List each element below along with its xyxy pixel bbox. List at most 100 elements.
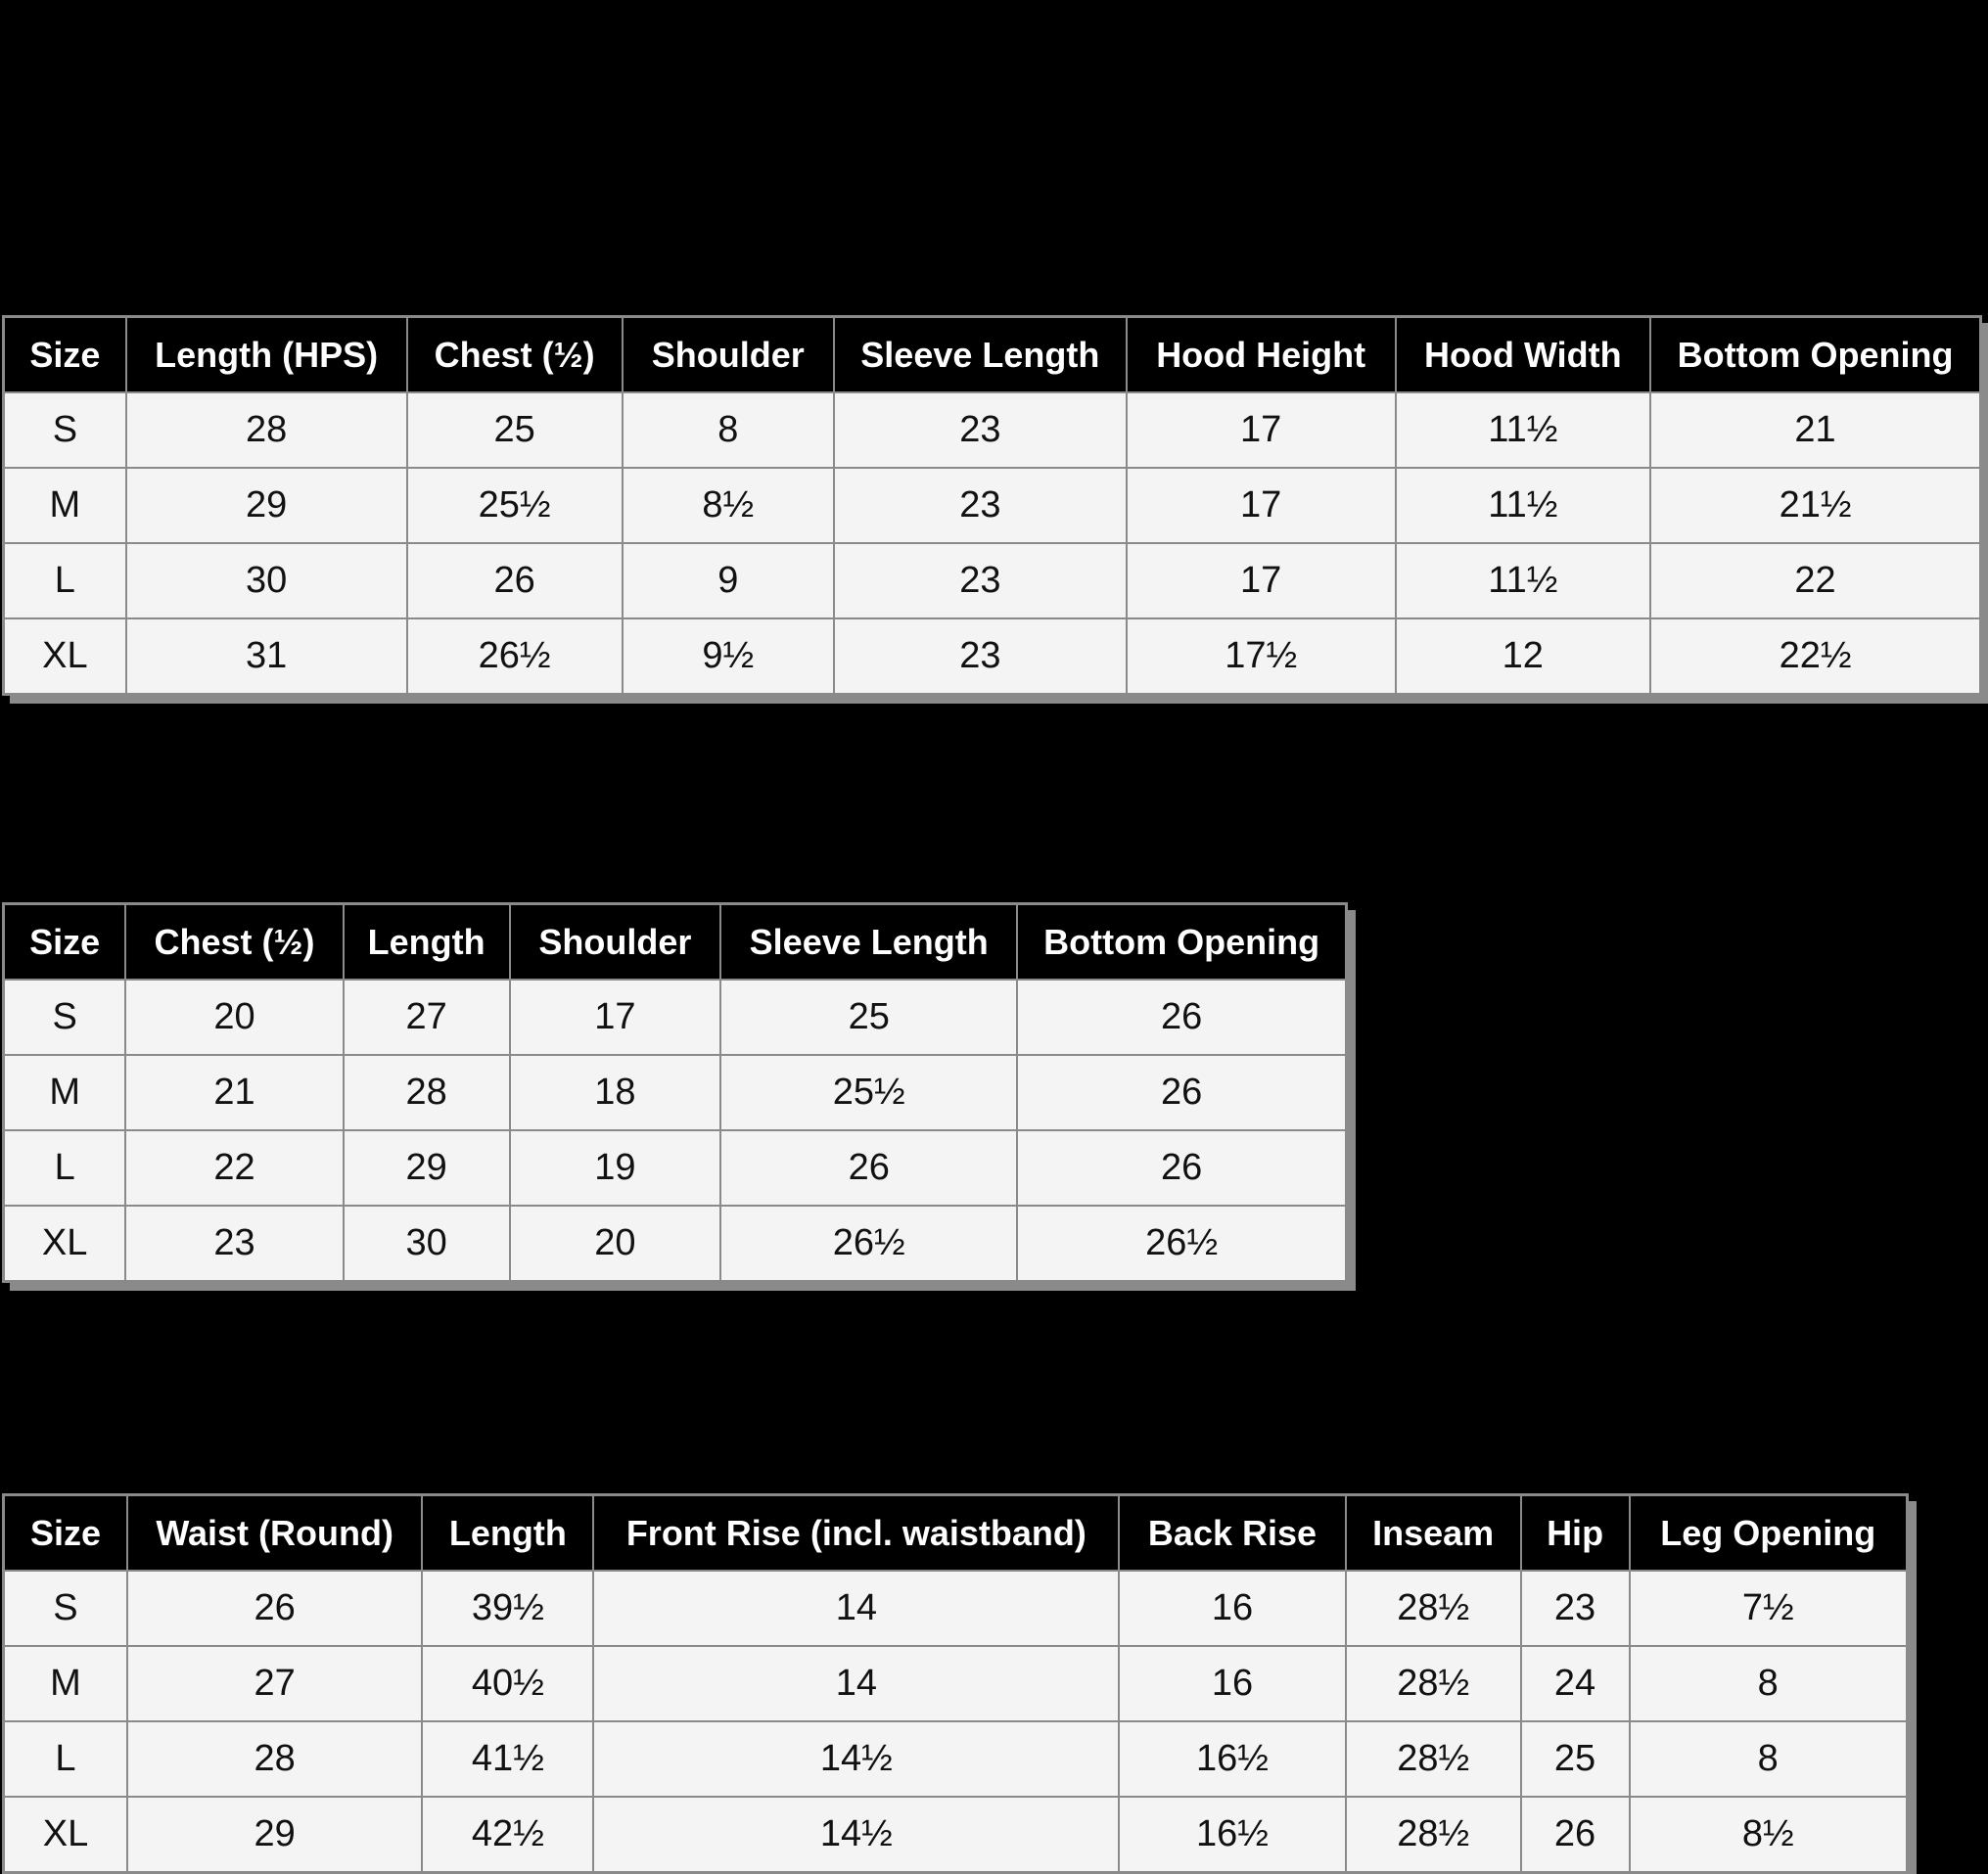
measurement-cell: 31 <box>124 617 408 696</box>
table-row: XL 31 26½ 9½ 23 17½ 12 22½ <box>2 617 1982 696</box>
size-table-hooded-top: Size Length (HPS) Chest (½) Shoulder Sleeve … <box>2 315 1982 696</box>
measurement-cell: 16 <box>1118 1570 1347 1647</box>
measurement-cell: 18 <box>508 1054 722 1131</box>
column-header: Back Rise <box>1118 1493 1347 1572</box>
column-header: Shoulder <box>508 902 722 981</box>
measurement-cell: 28½ <box>1344 1570 1522 1647</box>
size-label-cell: L <box>2 1720 128 1798</box>
measurement-cell: 28 <box>125 1720 424 1798</box>
column-header: Sleeve Length <box>719 902 1019 981</box>
size-chart-pants: Size Waist (Round) Length Front Rise (incl.… <box>2 1493 1909 1874</box>
size-label-cell: M <box>2 467 127 544</box>
table-row: M 21 28 18 25½ 26 <box>2 1054 1348 1131</box>
measurement-cell: 17½ <box>1125 617 1397 696</box>
measurement-cell: 28 <box>124 391 408 469</box>
size-label-cell: S <box>2 979 127 1056</box>
measurement-cell: 16 <box>1118 1645 1347 1722</box>
measurement-cell: 26 <box>405 542 624 619</box>
size-label-cell: XL <box>2 1205 127 1283</box>
column-header: Front Rise (incl. waistband) <box>592 1493 1121 1572</box>
column-header: Shoulder <box>621 315 835 393</box>
measurement-cell: 14½ <box>592 1720 1121 1798</box>
measurement-cell: 20 <box>124 979 345 1056</box>
measurement-cell: 22 <box>1649 542 1982 619</box>
measurement-cell: 17 <box>1125 391 1397 469</box>
size-label-cell: M <box>2 1645 128 1722</box>
column-header: Sleeve Length <box>832 315 1128 393</box>
measurement-cell: 26½ <box>1016 1205 1348 1283</box>
measurement-cell: 7½ <box>1628 1570 1909 1647</box>
measurement-cell: 25 <box>405 391 624 469</box>
measurement-cell: 23 <box>832 542 1128 619</box>
measurement-cell: 11½ <box>1394 542 1652 619</box>
column-header: Length <box>342 902 511 981</box>
size-table-top: Size Chest (½) Length Shoulder Sleeve Length… <box>2 902 1348 1283</box>
column-header: Length <box>421 1493 595 1572</box>
size-label-cell: L <box>2 1129 127 1207</box>
table-row: L 28 41½ 14½ 16½ 28½ 25 8 <box>2 1720 1909 1798</box>
measurement-cell: 14 <box>592 1645 1121 1722</box>
measurement-cell: 28½ <box>1344 1796 1522 1874</box>
measurement-cell: 29 <box>125 1796 424 1874</box>
header-row: Size Waist (Round) Length Front Rise (incl.… <box>2 1493 1909 1572</box>
size-label-cell: L <box>2 542 127 619</box>
column-header: Length (HPS) <box>124 315 408 393</box>
header-row: Size Chest (½) Length Shoulder Sleeve Length… <box>2 902 1348 981</box>
column-header: Hood Width <box>1394 315 1652 393</box>
header-row: Size Length (HPS) Chest (½) Shoulder Sleeve … <box>2 315 1982 393</box>
measurement-cell: 28½ <box>1344 1720 1522 1798</box>
column-header: Size <box>2 1493 128 1572</box>
measurement-cell: 26 <box>1519 1796 1631 1874</box>
size-chart-hooded-top: Size Length (HPS) Chest (½) Shoulder Sleeve … <box>2 315 1982 696</box>
measurement-cell: 21 <box>124 1054 345 1131</box>
measurement-cell: 29 <box>342 1129 511 1207</box>
column-header: Bottom Opening <box>1016 902 1348 981</box>
measurement-cell: 16½ <box>1118 1720 1347 1798</box>
measurement-cell: 8 <box>621 391 835 469</box>
measurement-cell: 23 <box>124 1205 345 1283</box>
measurement-cell: 25½ <box>405 467 624 544</box>
measurement-cell: 9 <box>621 542 835 619</box>
table-row: XL 23 30 20 26½ 26½ <box>2 1205 1348 1283</box>
measurement-cell: 26 <box>1016 979 1348 1056</box>
measurement-cell: 23 <box>832 617 1128 696</box>
measurement-cell: 21½ <box>1649 467 1982 544</box>
table-row: XL 29 42½ 14½ 16½ 28½ 26 8½ <box>2 1796 1909 1874</box>
measurement-cell: 14½ <box>592 1796 1121 1874</box>
measurement-cell: 11½ <box>1394 467 1652 544</box>
measurement-cell: 26½ <box>719 1205 1019 1283</box>
measurement-cell: 42½ <box>421 1796 595 1874</box>
measurement-cell: 8½ <box>621 467 835 544</box>
measurement-cell: 17 <box>508 979 722 1056</box>
measurement-cell: 23 <box>832 391 1128 469</box>
measurement-cell: 25 <box>1519 1720 1631 1798</box>
measurement-cell: 20 <box>508 1205 722 1283</box>
measurement-cell: 29 <box>124 467 408 544</box>
size-label-cell: XL <box>2 617 127 696</box>
measurement-cell: 21 <box>1649 391 1982 469</box>
measurement-cell: 23 <box>1519 1570 1631 1647</box>
measurement-cell: 19 <box>508 1129 722 1207</box>
column-header: Bottom Opening <box>1649 315 1982 393</box>
table-row: S 20 27 17 25 26 <box>2 979 1348 1056</box>
column-header: Leg Opening <box>1628 1493 1909 1572</box>
measurement-cell: 28 <box>342 1054 511 1131</box>
measurement-cell: 30 <box>124 542 408 619</box>
measurement-cell: 17 <box>1125 467 1397 544</box>
table-row: M 29 25½ 8½ 23 17 11½ 21½ <box>2 467 1982 544</box>
measurement-cell: 40½ <box>421 1645 595 1722</box>
column-header: Size <box>2 902 127 981</box>
measurement-cell: 24 <box>1519 1645 1631 1722</box>
size-label-cell: XL <box>2 1796 128 1874</box>
measurement-cell: 27 <box>125 1645 424 1722</box>
measurement-cell: 26½ <box>405 617 624 696</box>
size-chart-top: Size Chest (½) Length Shoulder Sleeve Length… <box>2 902 1348 1283</box>
size-table-pants: Size Waist (Round) Length Front Rise (incl.… <box>2 1493 1909 1874</box>
table-row: S 26 39½ 14 16 28½ 23 7½ <box>2 1570 1909 1647</box>
size-label-cell: M <box>2 1054 127 1131</box>
size-label-cell: S <box>2 1570 128 1647</box>
table-row: S 28 25 8 23 17 11½ 21 <box>2 391 1982 469</box>
column-header: Size <box>2 315 127 393</box>
measurement-cell: 9½ <box>621 617 835 696</box>
table-row: L 22 29 19 26 26 <box>2 1129 1348 1207</box>
